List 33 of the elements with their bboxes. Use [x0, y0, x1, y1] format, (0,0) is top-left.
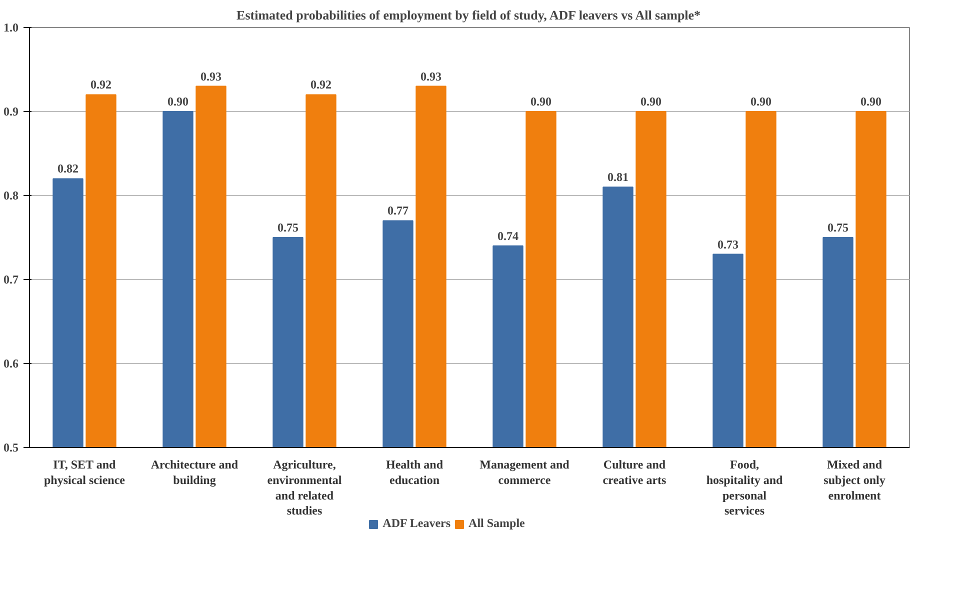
data-label: 0.93	[200, 69, 222, 84]
data-label: 0.90	[750, 94, 772, 108]
data-label: 0.90	[530, 94, 552, 108]
data-label: 0.92	[90, 78, 112, 92]
data-label: 0.73	[718, 237, 738, 252]
x-tick-label: Agriculture, environmental and related studies	[267, 458, 342, 518]
x-tick-label: Food, hospitality and personal services	[706, 458, 784, 518]
data-label: 0.77	[388, 204, 408, 218]
y-tick-label: 1.0	[4, 20, 18, 34]
x-tick-label: Management and commerce	[480, 458, 570, 487]
x-tick-label: Architecture and building	[150, 458, 238, 487]
data-label: 0.82	[58, 162, 78, 176]
y-tick-label: 0.7	[4, 272, 18, 286]
y-tick-label: 0.9	[4, 104, 18, 118]
data-label: 0.74	[498, 228, 518, 243]
data-label: 0.75	[828, 220, 848, 234]
legend-label: ADF Leavers	[382, 516, 451, 531]
y-tick-label: 0.5	[4, 440, 18, 454]
data-label: 0.90	[168, 94, 188, 108]
x-tick-label: Culture and creative arts	[602, 458, 667, 487]
x-tick-label: Health and education	[386, 458, 444, 487]
y-tick-label: 0.6	[4, 356, 18, 370]
x-tick-label: Mixed and subject only enrolment	[824, 458, 886, 502]
data-label: 0.90	[640, 94, 662, 108]
legend-label: All Sample	[468, 516, 525, 531]
x-tick-label: IT, SET and physical science	[44, 458, 126, 487]
data-label: 0.90	[860, 94, 882, 108]
chart-title: Estimated probabilities of employment by field of study, ADF leavers vs All sample*	[236, 8, 701, 22]
y-tick-label: 0.8	[4, 188, 18, 202]
data-label: 0.92	[310, 78, 332, 92]
data-label: 0.75	[278, 220, 298, 234]
data-label: 0.93	[420, 69, 442, 84]
data-label: 0.81	[608, 170, 628, 184]
